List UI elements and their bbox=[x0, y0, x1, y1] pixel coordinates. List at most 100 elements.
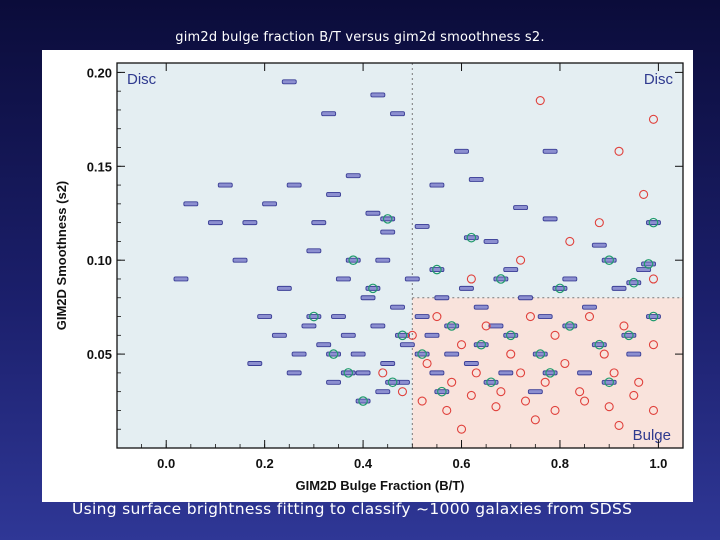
point-intermediate-14 bbox=[355, 396, 371, 406]
point-disc-28 bbox=[542, 216, 558, 222]
slide-caption: Using surface brightness fitting to clas… bbox=[72, 500, 633, 518]
point-disc-2 bbox=[390, 111, 405, 117]
point-intermediate-3 bbox=[463, 232, 479, 243]
point-intermediate-17-ring bbox=[446, 321, 457, 331]
point-disc-67 bbox=[527, 389, 543, 395]
point-disc-17 bbox=[429, 182, 445, 188]
point-disc-30 bbox=[257, 314, 273, 319]
point-disc-4 bbox=[454, 148, 469, 154]
point-intermediate-16-bar bbox=[414, 351, 430, 357]
point-intermediate-26-ring bbox=[437, 386, 447, 397]
point-bulge-40 bbox=[397, 387, 408, 397]
point-bulge-25 bbox=[599, 349, 609, 359]
point-disc-12 bbox=[207, 220, 223, 226]
point-intermediate-4-bar bbox=[380, 216, 396, 222]
point-intermediate-3-bar bbox=[463, 235, 479, 241]
point-intermediate-27-bar bbox=[483, 379, 499, 385]
point-bulge-1 bbox=[648, 114, 659, 124]
point-intermediate-1-ring bbox=[643, 259, 654, 269]
point-bulge-16 bbox=[496, 387, 506, 397]
point-disc-53 bbox=[537, 314, 553, 319]
point-bulge-2 bbox=[614, 146, 624, 156]
point-intermediate-7 bbox=[429, 264, 445, 275]
point-intermediate-11-ring bbox=[309, 311, 319, 322]
point-intermediate-9-bar bbox=[552, 285, 568, 291]
point-disc-35 bbox=[331, 314, 346, 319]
point-disc-60 bbox=[326, 379, 342, 385]
point-intermediate-5-bar bbox=[345, 257, 361, 263]
point-intermediate-6-ring bbox=[368, 283, 378, 294]
point-disc-42 bbox=[399, 342, 415, 348]
y-tick-label-1: 0.10 bbox=[87, 253, 112, 268]
y-tick-label-2: 0.15 bbox=[87, 159, 112, 174]
point-disc-40 bbox=[380, 361, 396, 366]
point-disc-68 bbox=[577, 370, 593, 376]
x-axis-label: GIM2D Bulge Fraction (B/T) bbox=[296, 478, 465, 493]
point-intermediate-29-ring bbox=[604, 377, 614, 388]
point-intermediate-24 bbox=[646, 311, 661, 322]
point-disc-6 bbox=[217, 182, 233, 188]
point-disc-58 bbox=[247, 361, 263, 366]
point-disc-15 bbox=[345, 173, 361, 179]
point-bulge-37 bbox=[604, 402, 614, 412]
point-bulge-30 bbox=[417, 396, 427, 406]
point-intermediate-12-ring bbox=[328, 349, 339, 359]
point-intermediate-2-bar bbox=[601, 257, 617, 263]
point-intermediate-9-ring bbox=[555, 283, 565, 294]
point-disc-18 bbox=[468, 176, 484, 182]
point-intermediate-20-bar bbox=[532, 351, 548, 357]
point-intermediate-15 bbox=[395, 330, 410, 341]
point-disc-41 bbox=[390, 304, 405, 310]
point-intermediate-21-bar bbox=[562, 323, 578, 329]
point-disc-20 bbox=[183, 201, 199, 207]
point-bulge-41 bbox=[378, 368, 388, 378]
region-label-disc-left: Disc bbox=[127, 71, 157, 88]
point-disc-49 bbox=[473, 304, 489, 310]
point-intermediate-8-bar bbox=[493, 276, 509, 282]
point-disc-16 bbox=[380, 229, 396, 235]
y-tick-label-3: 0.20 bbox=[87, 65, 112, 80]
point-disc-59 bbox=[286, 370, 302, 376]
point-intermediate-1 bbox=[641, 259, 656, 269]
point-intermediate-6-bar bbox=[365, 285, 381, 291]
point-disc-27 bbox=[483, 238, 499, 244]
point-intermediate-19-ring bbox=[505, 330, 516, 341]
point-intermediate-16-ring bbox=[417, 349, 427, 359]
point-disc-37 bbox=[350, 351, 366, 357]
point-intermediate-27-ring bbox=[486, 377, 496, 388]
figure-panel: Disc Disc Bulge 0.0 0.2 0.4 0.6 0.8 1.0 0.05 0.10… bbox=[42, 50, 693, 502]
point-disc-31 bbox=[271, 332, 287, 338]
point-disc-54 bbox=[562, 276, 578, 282]
region-label-bulge: Bulge bbox=[633, 427, 671, 444]
point-disc-21 bbox=[232, 257, 248, 263]
point-intermediate-28 bbox=[542, 368, 558, 378]
point-bulge-44 bbox=[614, 420, 624, 431]
point-intermediate-23 bbox=[621, 330, 637, 341]
point-intermediate-29 bbox=[601, 377, 617, 388]
point-disc-13 bbox=[286, 182, 302, 188]
point-disc-62 bbox=[375, 389, 391, 395]
point-intermediate-13-bar bbox=[340, 370, 356, 376]
x-tick-label-5: 1.0 bbox=[649, 456, 667, 471]
point-intermediate-11 bbox=[306, 311, 322, 322]
point-intermediate-28-bar bbox=[542, 370, 558, 376]
x-tick-label-2: 0.4 bbox=[354, 456, 373, 471]
point-intermediate-1-bar bbox=[641, 261, 656, 267]
point-intermediate-10-bar bbox=[626, 280, 642, 286]
point-intermediate-23-ring bbox=[624, 330, 634, 341]
point-intermediate-22-bar bbox=[591, 342, 607, 348]
point-intermediate-3-ring bbox=[466, 232, 477, 243]
point-bulge-29 bbox=[648, 340, 659, 350]
point-disc-44 bbox=[414, 314, 430, 319]
point-disc-3 bbox=[321, 111, 337, 117]
point-bulge-18 bbox=[516, 368, 526, 378]
point-bulge-15 bbox=[481, 321, 491, 331]
point-intermediate-15-ring bbox=[397, 330, 408, 341]
point-bulge-22 bbox=[560, 358, 570, 369]
point-disc-39 bbox=[370, 323, 386, 329]
point-intermediate-2 bbox=[601, 255, 617, 265]
y-tick-label-0: 0.05 bbox=[87, 347, 112, 362]
point-intermediate-5 bbox=[345, 255, 361, 265]
point-intermediate-20 bbox=[532, 349, 548, 359]
point-intermediate-18-bar bbox=[473, 342, 489, 348]
